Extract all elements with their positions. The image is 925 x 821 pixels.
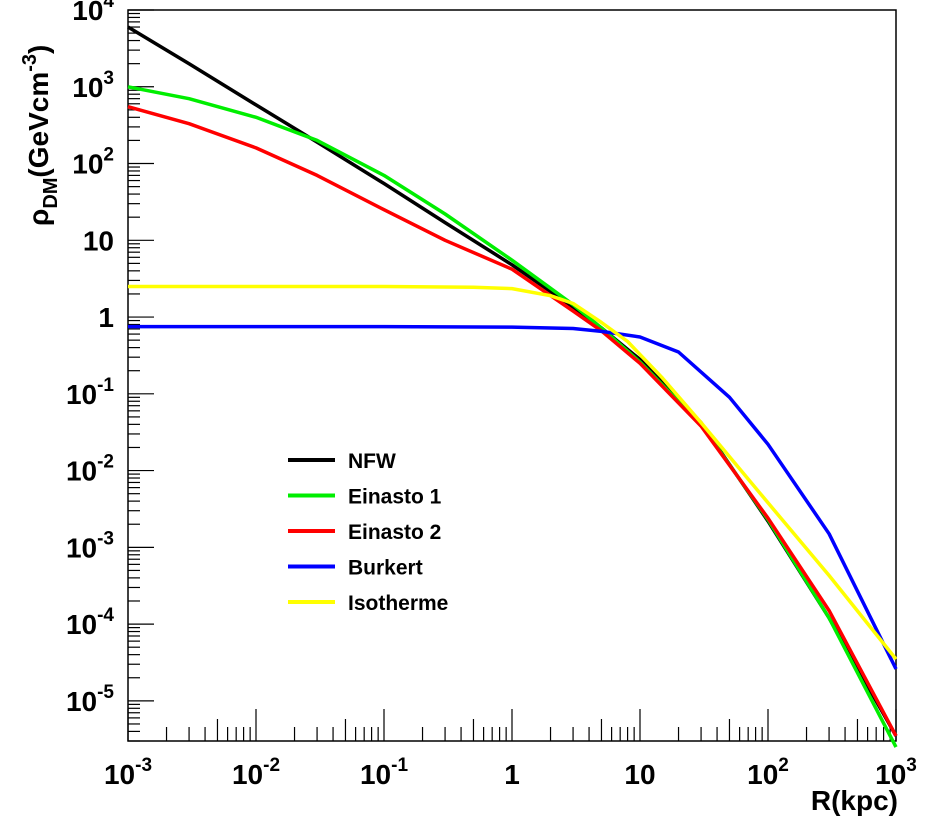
y-tick-label-base: 10: [72, 72, 103, 103]
y-tick-label: 1: [98, 302, 114, 333]
x-tick-label-base: 10: [104, 759, 135, 790]
legend-label-einasto-2: Einasto 2: [348, 521, 441, 544]
y-tick-label: 103: [72, 68, 114, 103]
y-tick-label-base: 10: [66, 609, 97, 640]
x-tick-label-base: 1: [504, 759, 520, 790]
axes: 10-3 10-2 10-1 1 10 102 10310-510-410-310-210-…: [66, 0, 917, 790]
x-tick-label: 10: [624, 759, 655, 790]
series-line-burkert: [128, 324, 898, 670]
y-tick-label-exponent: 3: [103, 68, 114, 89]
y-tick-label-exponent: 2: [103, 145, 114, 166]
series-layer: [127, 25, 898, 748]
x-tick-label-base: 10: [360, 759, 391, 790]
legend: NFW Einasto 1 Einasto 2 Burkert Isotherme: [288, 450, 448, 615]
y-tick-label-base: 1: [98, 302, 114, 333]
y-axis-title-close: ): [23, 45, 54, 54]
y-tick-label: 10-1: [66, 375, 114, 410]
legend-label-isotherme: Isotherme: [348, 592, 448, 615]
y-tick-label: 10-2: [66, 452, 114, 487]
y-axis-title-sub: DM: [40, 178, 62, 209]
x-tick-label-base: 10: [232, 759, 263, 790]
y-axis-title-sup: -3: [19, 54, 41, 72]
x-tick-label-base: 10: [747, 759, 778, 790]
y-tick-label-base: 10: [72, 149, 103, 180]
y-tick-label-exponent: -4: [97, 605, 114, 626]
y-tick-label-base: 10: [66, 456, 97, 487]
y-tick-label-exponent: -2: [97, 452, 114, 473]
series-line-isotherme: [128, 284, 898, 661]
y-tick-label-base: 10: [72, 0, 103, 26]
legend-label-einasto-1: Einasto 1: [348, 486, 442, 509]
series-line-einasto-1: [127, 85, 898, 748]
x-tick-label: 10-2: [232, 755, 280, 790]
x-tick-label: 102: [747, 755, 789, 790]
y-tick-label: 10-3: [66, 528, 114, 563]
y-tick-label-exponent: 4: [103, 0, 114, 12]
y-tick-label: 10: [83, 225, 114, 256]
legend-label-burkert: Burkert: [348, 557, 423, 580]
series-line-nfw: [127, 25, 898, 737]
x-tick-label-exponent: -2: [263, 755, 280, 776]
y-tick-label: 10-5: [66, 682, 114, 717]
plot-frame: [127, 9, 897, 742]
y-tick-label-exponent: -1: [97, 375, 114, 396]
y-tick-label-base: 10: [66, 379, 97, 410]
legend-label-nfw: NFW: [348, 450, 396, 473]
y-axis-title-rho: ρ: [23, 209, 54, 226]
y-tick-label: 10-4: [66, 605, 114, 640]
x-axis-title: R(kpc): [811, 785, 898, 816]
x-tick-label: 10-3: [104, 755, 152, 790]
x-tick-label-base: 10: [624, 759, 655, 790]
x-tick-label-exponent: -1: [391, 755, 408, 776]
x-tick-label: 10-1: [360, 755, 408, 790]
y-tick-label: 102: [72, 145, 114, 180]
y-tick-label-exponent: -5: [97, 682, 114, 703]
x-tick-label: 1: [504, 759, 520, 790]
x-tick-label-exponent: 3: [906, 755, 917, 776]
y-tick-label-base: 10: [83, 225, 114, 256]
x-tick-label-exponent: 2: [778, 755, 789, 776]
y-tick-label-base: 10: [66, 532, 97, 563]
y-tick-label: 104: [72, 0, 114, 26]
y-tick-label-exponent: -3: [97, 528, 114, 549]
series-line-einasto-2: [127, 105, 898, 737]
y-axis-title-unit: (GeVcm: [23, 72, 54, 178]
x-tick-label: 103: [875, 755, 917, 790]
y-axis-title: ρDM(GeVcm-3): [19, 45, 62, 226]
y-tick-label-base: 10: [66, 686, 97, 717]
x-tick-label-base: 10: [875, 759, 906, 790]
x-tick-label-exponent: -3: [135, 755, 152, 776]
